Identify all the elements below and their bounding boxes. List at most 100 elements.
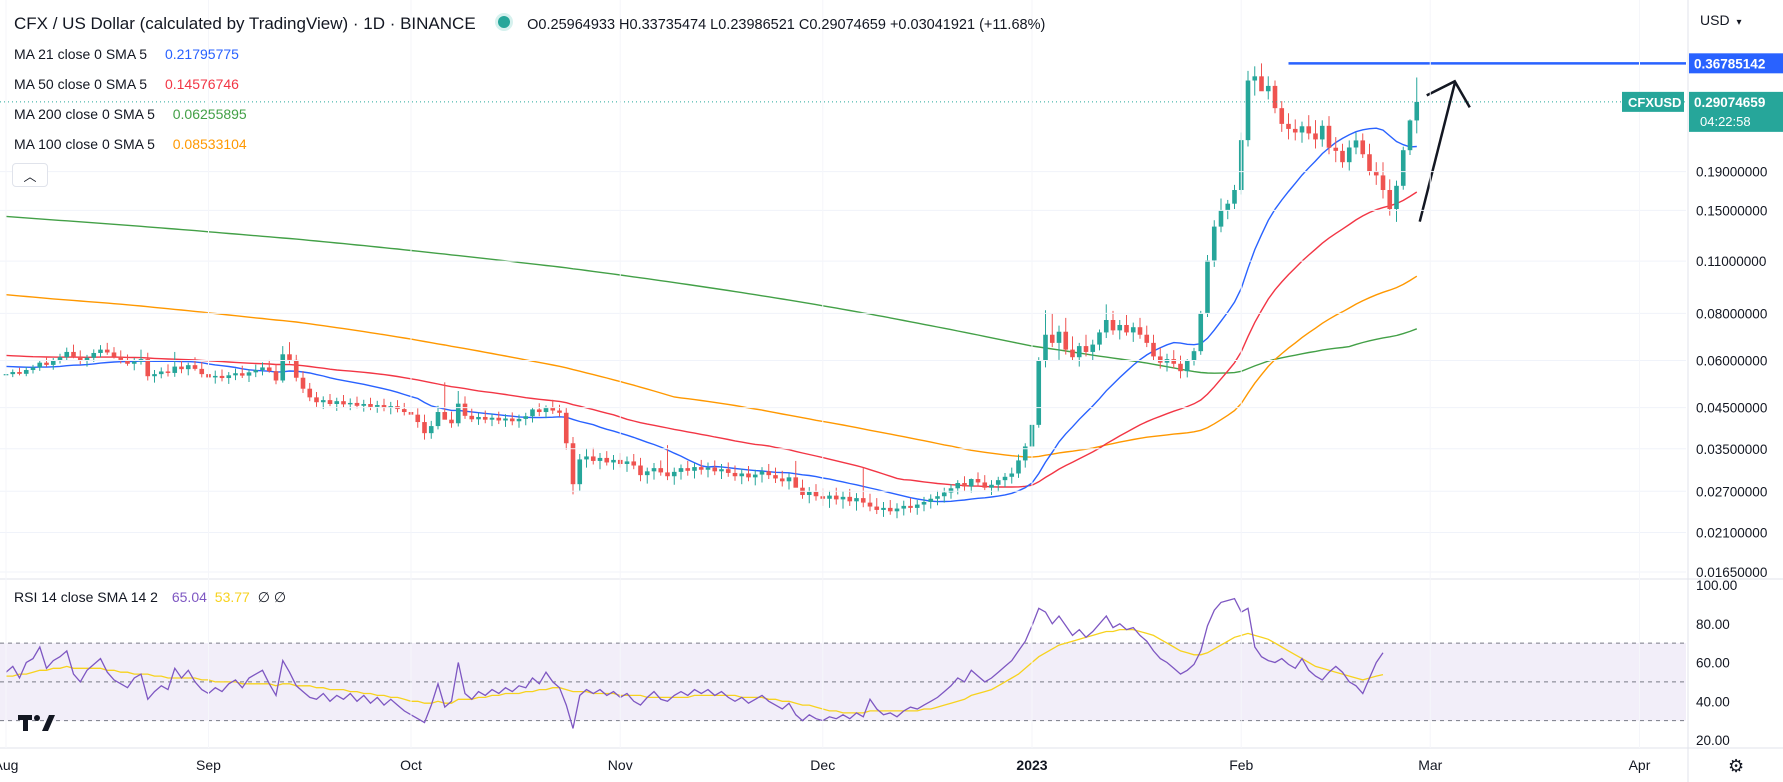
- candle-body: [1265, 85, 1271, 92]
- candle-body: [901, 505, 907, 509]
- candle-body: [44, 362, 49, 365]
- candle-body: [172, 366, 178, 373]
- indicator-ma200[interactable]: MA 200 close 0 SMA 5 0.06255895: [14, 106, 247, 122]
- candle-body: [1130, 327, 1136, 333]
- candle-body: [746, 473, 751, 478]
- symbol-tag: [1622, 91, 1684, 112]
- collapse-indicators-button[interactable]: ︿: [12, 163, 48, 187]
- candle-body: [165, 371, 171, 373]
- candle-body: [847, 496, 853, 502]
- candle-body: [739, 473, 745, 477]
- candle-body: [1117, 324, 1123, 331]
- tradingview-logo-icon[interactable]: [18, 712, 56, 738]
- time-tick-label: Dec: [810, 757, 835, 773]
- price-tick-label: 0.03500000: [1696, 442, 1767, 457]
- rsi-tick-label: 60.00: [1696, 656, 1730, 671]
- rsi-line: [5, 597, 1384, 729]
- symbol-tag-label: CFXUSD: [1628, 95, 1681, 110]
- indicator-ma50[interactable]: MA 50 close 0 SMA 5 0.14576746: [14, 76, 239, 92]
- candle-body: [955, 483, 961, 489]
- candle-body: [813, 491, 819, 497]
- candle-body: [624, 461, 630, 464]
- candle-body: [840, 496, 846, 500]
- candle-body: [658, 468, 664, 473]
- rsi-tick-label: 100.00: [1696, 578, 1737, 593]
- candle-body: [152, 374, 157, 377]
- candle-body: [867, 502, 873, 507]
- candle-body: [273, 371, 279, 381]
- indicator-ma100[interactable]: MA 100 close 0 SMA 5 0.08533104: [14, 136, 247, 152]
- candle-body: [557, 410, 562, 413]
- candle-body: [563, 412, 569, 444]
- candle-body: [968, 479, 974, 487]
- candle-body: [1137, 327, 1143, 335]
- currency-label[interactable]: USD: [1700, 12, 1730, 28]
- candle-body: [118, 356, 124, 360]
- last-price-label: 0.29074659: [1694, 95, 1765, 110]
- candle-body: [1049, 334, 1055, 343]
- indicator-value: 0.21795775: [164, 46, 239, 62]
- candle-body: [921, 501, 927, 505]
- chart-title[interactable]: CFX / US Dollar (calculated by TradingVi…: [14, 14, 1045, 34]
- currency-selector[interactable]: USD ▾: [1700, 12, 1741, 28]
- candle-body: [989, 484, 994, 488]
- candle-body: [773, 475, 778, 479]
- ma200-line: [5, 215, 1418, 374]
- candle-body: [1043, 334, 1048, 362]
- candle-body: [1097, 332, 1102, 345]
- candle-body: [1063, 331, 1069, 350]
- candle-body: [806, 491, 812, 495]
- candle-body: [894, 508, 900, 512]
- candle-body: [1245, 80, 1251, 141]
- candle-body: [948, 488, 954, 493]
- candle-body: [1387, 189, 1393, 210]
- price-tick-label: 0.15000000: [1696, 203, 1767, 218]
- candle-body: [860, 498, 866, 503]
- rsi-legend[interactable]: RSI 14 close SMA 14 2 65.04 53.77 ∅ ∅: [14, 589, 286, 606]
- candle-body: [766, 471, 772, 476]
- price-tick-label: 0.08000000: [1696, 306, 1767, 321]
- indicator-value: 0.06255895: [172, 106, 247, 122]
- candle-body: [638, 465, 643, 476]
- rsi-sma-line: [6, 628, 1384, 714]
- indicator-ma21[interactable]: MA 21 close 0 SMA 5 0.21795775: [14, 46, 239, 62]
- candle-body: [334, 401, 340, 404]
- candle-body: [300, 377, 306, 389]
- candle-body: [1380, 175, 1386, 190]
- candle-body: [550, 407, 556, 411]
- candle-body: [1259, 76, 1264, 92]
- gear-icon[interactable]: ⚙: [1728, 756, 1745, 776]
- candle-body: [698, 467, 704, 470]
- trend-arrow-shaft: [1418, 83, 1456, 222]
- candle-body: [226, 375, 232, 379]
- candle-body: [1144, 334, 1150, 343]
- candle-body: [1103, 320, 1109, 333]
- candle-body: [347, 402, 353, 405]
- candle-body: [374, 405, 380, 407]
- candle-body: [469, 415, 475, 420]
- candle-body: [1286, 123, 1291, 129]
- candle-body: [266, 367, 272, 372]
- candle-body: [91, 352, 97, 358]
- candle-body: [1414, 101, 1420, 121]
- candle-body: [651, 468, 657, 472]
- candle-body: [678, 468, 684, 472]
- price-tick-label: 0.06000000: [1696, 353, 1767, 368]
- candle-body: [1400, 150, 1406, 186]
- candle-body: [1367, 154, 1372, 172]
- symbol-title[interactable]: CFX / US Dollar (calculated by TradingVi…: [14, 14, 476, 33]
- candle-body: [712, 467, 718, 472]
- candle-body: [914, 504, 920, 508]
- candle-body: [631, 461, 637, 466]
- candle-body: [381, 405, 387, 408]
- candle-body: [793, 477, 799, 488]
- candle-body: [590, 456, 596, 461]
- time-tick-label: 2023: [1016, 757, 1047, 773]
- candle-body: [1407, 120, 1413, 151]
- candle-body: [833, 495, 839, 500]
- last-price-tag: [1689, 91, 1783, 132]
- indicator-label: MA 50 close 0 SMA 5: [14, 76, 148, 92]
- candle-body: [732, 472, 738, 477]
- rsi-value: 65.04: [171, 589, 207, 605]
